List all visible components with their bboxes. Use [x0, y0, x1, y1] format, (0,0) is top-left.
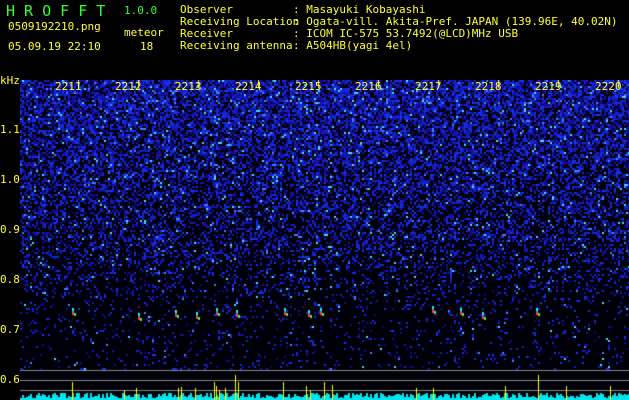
- app-name: H R O F F T: [6, 2, 106, 20]
- time-label: 2216: [355, 80, 382, 93]
- time-label: 2218: [475, 80, 502, 93]
- meteor-count: 18: [140, 40, 154, 53]
- time-label: 2219: [535, 80, 562, 93]
- app-title: H R O F F T: [6, 3, 105, 19]
- time-label: 2211: [55, 80, 82, 93]
- time-label: 2213: [175, 80, 202, 93]
- info-value: : ICOM IC-575 53.7492(@LCD)MHz USB: [293, 27, 519, 40]
- spectrogram: [20, 80, 629, 400]
- app-version: 1.0.0: [124, 4, 158, 17]
- info-label: Receiver: [180, 27, 233, 40]
- freq-label: 1.1: [0, 123, 20, 136]
- freq-label: 0.6: [0, 373, 20, 386]
- time-label: 2215: [295, 80, 322, 93]
- meteor-label: meteor: [124, 26, 164, 39]
- info-label: Observer: [180, 3, 233, 16]
- file-name: 0509192210.png: [8, 20, 101, 33]
- time-label: 2212: [115, 80, 142, 93]
- time-label: 2217: [415, 80, 442, 93]
- time-label: 2214: [235, 80, 262, 93]
- info-value: : A504HB(yagi 4el): [293, 39, 413, 52]
- info-value: : Ogata-vill. Akita-Pref. JAPAN (139.96E…: [293, 15, 618, 28]
- time-label: 2220: [595, 80, 622, 93]
- freq-label: 0.7: [0, 323, 20, 336]
- info-label: Receiving Location: [180, 15, 300, 28]
- freq-label: 0.9: [0, 223, 20, 236]
- info-label: Receiving antenna: [180, 39, 293, 52]
- freq-label: 1.0: [0, 173, 20, 186]
- info-value: : Masayuki Kobayashi: [293, 3, 426, 16]
- file-datetime: 05.09.19 22:10: [8, 40, 101, 53]
- freq-unit: kHz: [0, 74, 20, 87]
- freq-label: 0.8: [0, 273, 20, 286]
